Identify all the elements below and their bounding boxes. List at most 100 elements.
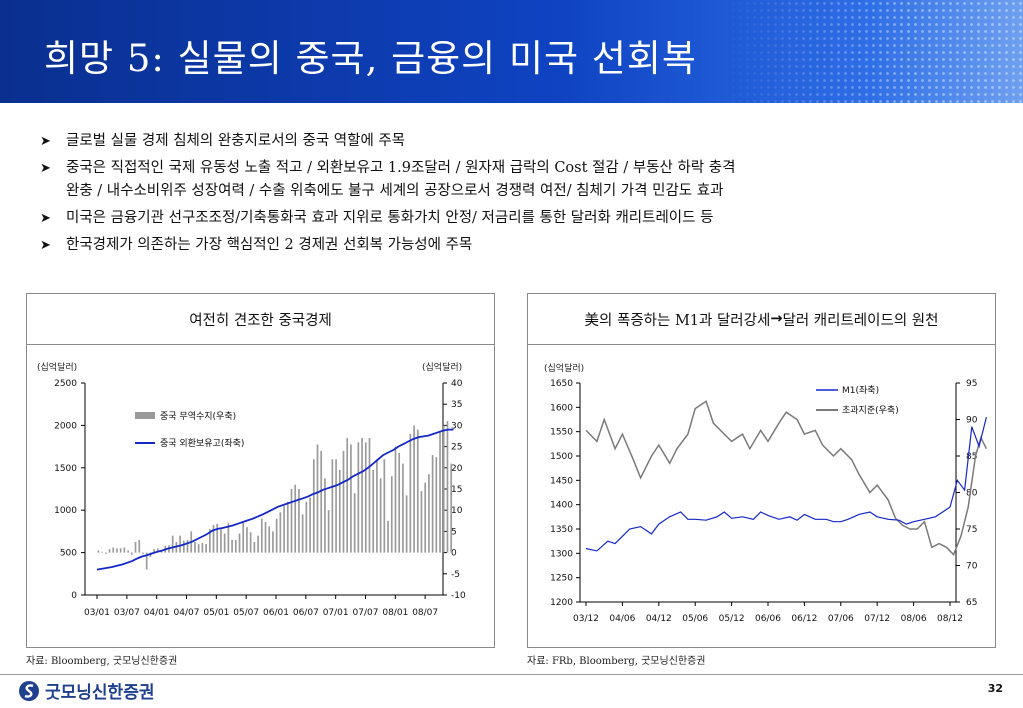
x-tick-label: 08/01 <box>382 608 408 618</box>
legend-label-excess-reserves: 초과지준(우축) <box>842 405 899 416</box>
trade-balance-bar <box>357 442 360 553</box>
trade-balance-bar <box>372 469 375 553</box>
trade-balance-bar <box>142 552 144 554</box>
trade-balance-bar <box>286 501 289 553</box>
trade-balance-bar <box>275 518 278 553</box>
right-tick-label: 75 <box>966 525 977 535</box>
arrow-bullet-icon: ➤ <box>40 238 51 253</box>
legend-label-m1: M1(좌축) <box>842 385 879 396</box>
trade-balance-bar <box>201 542 204 553</box>
x-tick-label: 04/07 <box>174 608 200 618</box>
trade-balance-bar <box>234 539 237 553</box>
x-tick-label: 08/12 <box>937 614 963 624</box>
trade-balance-bar <box>246 527 248 553</box>
trade-balance-bar <box>227 522 230 553</box>
trade-balance-bar <box>350 444 352 553</box>
trade-balance-bar <box>179 535 181 553</box>
trade-balance-bar <box>264 522 267 553</box>
x-tick-label: 05/07 <box>233 608 259 618</box>
trade-balance-bar <box>428 474 430 553</box>
trade-balance-bar <box>301 514 304 553</box>
trade-balance-bar <box>242 522 245 553</box>
trade-balance-bar <box>153 549 155 553</box>
left-tick-label: 1550 <box>550 428 573 438</box>
trade-balance-bar <box>97 550 100 553</box>
trade-balance-bar <box>127 550 129 553</box>
x-tick-label: 05/06 <box>682 614 708 624</box>
left-tick-label: 1600 <box>550 403 573 413</box>
trade-balance-bar <box>387 520 389 553</box>
trade-balance-bar <box>331 459 334 553</box>
trade-balance-bar <box>405 495 408 553</box>
trade-balance-bar <box>324 478 326 553</box>
x-tick-label: 06/01 <box>263 608 289 618</box>
right-chart-title-prefix: 美의 폭증하는 M1과 달러강세 <box>584 312 771 329</box>
trade-balance-bar <box>186 539 189 553</box>
bullet-item: ➤ 미국은 금융기관 선구조조정/기축통화국 효과 지위로 통화가치 안정/ 저… <box>40 205 1000 232</box>
trade-balance-bar <box>231 539 233 553</box>
right-tick-label: 5 <box>451 527 457 537</box>
trade-balance-bar <box>205 544 207 553</box>
trade-balance-bar <box>309 497 311 553</box>
left-tick-label: 2000 <box>54 421 77 431</box>
trade-balance-bar <box>424 482 427 553</box>
trade-balance-bar <box>112 547 115 553</box>
right-tick-label: 10 <box>451 506 463 516</box>
trade-balance-bar <box>116 548 118 553</box>
trade-balance-bar <box>134 542 137 553</box>
trade-balance-bar <box>379 478 382 553</box>
trade-balance-bar <box>398 452 401 553</box>
right-axis-unit: (십억달러) <box>422 361 462 373</box>
left-tick-label: 1400 <box>550 501 573 511</box>
right-tick-label: -5 <box>451 570 460 580</box>
right-tick-label: 80 <box>966 489 978 499</box>
trade-balance-bar <box>294 484 297 553</box>
bullet-text: 중국은 직접적인 국제 유동성 노출 적고 / 외환보유고 1.9조달러 / 원… <box>66 160 736 176</box>
trade-balance-bar <box>156 548 159 553</box>
trade-balance-bar <box>223 533 226 553</box>
trade-balance-bar <box>394 446 397 553</box>
us-m1-chart: (십억달러) 1200 1250 1300 1350 1400 1450 1500 1550 16… <box>544 362 988 624</box>
x-tick-label: 07/06 <box>828 614 854 624</box>
bullet-item: ➤ 중국은 직접적인 국제 유동성 노출 적고 / 외환보유고 1.9조달러 /… <box>40 155 1000 205</box>
m1-line <box>585 416 987 552</box>
left-axis-unit: (십억달러) <box>37 361 77 373</box>
china-chart: (십억달러) (십억달러) 0 500 1000 1500 2000 2500 -10 -5 0 5 1… <box>37 361 466 618</box>
x-tick-label: 04/06 <box>609 614 635 624</box>
left-tick-label: 1500 <box>550 452 573 462</box>
left-tick-label: 500 <box>60 549 77 559</box>
left-tick-label: 1200 <box>550 598 573 608</box>
x-tick-label: 05/01 <box>203 608 229 618</box>
left-tick-label: 1000 <box>54 506 77 516</box>
left-tick-label: 1300 <box>550 549 573 559</box>
trade-balance-bar <box>305 501 308 553</box>
left-tick-label: 2500 <box>54 379 77 389</box>
bullet-list: ➤ 글로벌 실물 경제 침체의 완충지로서의 중국 역할에 주목 ➤ 중국은 직… <box>40 128 1000 259</box>
trade-balance-bar <box>123 547 126 553</box>
trade-balance-bar <box>402 463 404 553</box>
left-axis-unit: (십억달러) <box>544 362 584 374</box>
trade-balance-bar <box>138 539 141 553</box>
bullet-text: 글로벌 실물 경제 침체의 완충지로서의 중국 역할에 주목 <box>66 133 406 149</box>
x-tick-label: 03/12 <box>573 614 599 624</box>
trade-balance-bar <box>298 489 300 553</box>
page-title: 희망 5: 실물의 중국, 금융의 미국 선회복 <box>44 37 697 80</box>
right-tick-label: 25 <box>451 443 462 453</box>
trade-balance-bar <box>376 459 378 553</box>
bullet-item: ➤ 글로벌 실물 경제 침체의 완충지로서의 중국 역할에 주목 <box>40 128 1000 155</box>
left-chart-source: 자료: Bloomberg, 굿모닝신한증권 <box>26 656 178 667</box>
trade-balance-bar <box>119 548 122 553</box>
right-tick-label: 40 <box>451 379 463 389</box>
trade-balance-bar <box>197 544 200 553</box>
trade-balance-bar <box>272 531 274 553</box>
trade-balance-bar <box>194 542 196 553</box>
trade-balance-bar <box>353 493 356 553</box>
trade-balance-bar <box>216 523 219 553</box>
x-tick-label: 03/01 <box>84 608 110 618</box>
left-tick-label: 0 <box>71 591 77 601</box>
legend-swatch-trade-balance <box>135 412 155 419</box>
legend-label-fx-reserves: 중국 외환보유고(좌축) <box>160 437 244 449</box>
trade-balance-bar <box>212 525 215 553</box>
trade-balance-bar <box>409 433 412 553</box>
trade-balance-bar <box>171 535 174 553</box>
